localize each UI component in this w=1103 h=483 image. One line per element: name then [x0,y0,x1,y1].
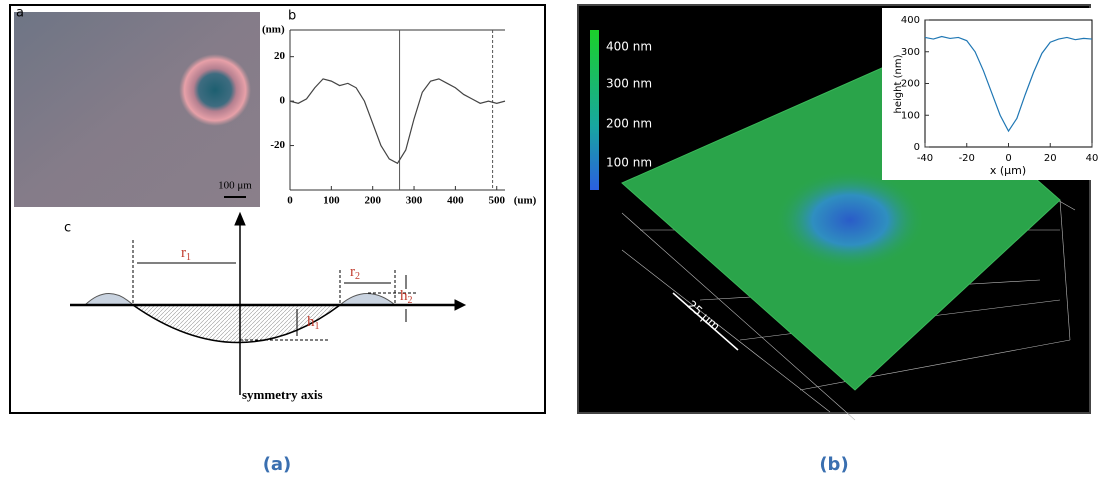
arrow [234,211,246,226]
caption: (a) [263,454,292,475]
y-tick-label: 0 [914,142,920,153]
x-tick-label: 200 [364,195,381,207]
x-tick-label: 100 [323,195,340,207]
inset [882,8,1098,180]
y-tick-label: 300 [901,47,920,58]
x-tick-label: 500 [488,195,505,207]
colorbar-label: 300 nm [606,77,652,91]
scale-arrow [672,292,739,351]
r2-label: r2 [350,264,360,282]
panel-label: b [288,9,296,24]
x-tick-label: 0 [287,195,293,207]
y-tick-label: 400 [901,15,920,26]
y-tick-label: 20 [274,50,286,62]
droplet-stain [179,54,251,126]
line [289,78,506,165]
y-tick-label: 100 [901,110,920,121]
y-tick-label: 200 [901,79,920,90]
y-tick-label: 0 [280,95,286,107]
panel-label: c [64,221,71,236]
colorbar-label: 100 nm [606,156,652,170]
x-tick-label: 300 [406,195,423,207]
colorbar-label: 200 nm [606,117,652,131]
scale-bar-label: 100 μm [218,180,252,192]
colorbar [590,30,599,190]
x-axis-label: x (μm) [990,164,1026,177]
line [924,35,1093,133]
y-tick-label: -20 [270,139,285,151]
h2-label: h2 [400,288,413,306]
x-tick-label: 400 [447,195,464,207]
y-axis-label: height (nm) [893,54,904,113]
arrow [454,299,467,311]
diagram [70,211,467,395]
panel-label: a [16,6,24,21]
caption: (b) [819,454,848,475]
x-tick-label: -20 [959,153,975,164]
x-tick-label: 20 [1044,153,1057,164]
y-axis-label: (nm) [262,24,285,36]
x-axis-label: (um) [514,195,537,207]
surface-dent [775,170,925,270]
r1-label: r1 [181,245,191,263]
colorbar-label: 400 nm [606,40,652,54]
x-tick-label: 0 [1005,153,1011,164]
depression [130,304,343,344]
axis-label: symmetry axis [242,387,323,402]
h1-label: h1 [307,314,320,332]
x-tick-label: -40 [917,153,933,164]
x-tick-label: 40 [1086,153,1099,164]
